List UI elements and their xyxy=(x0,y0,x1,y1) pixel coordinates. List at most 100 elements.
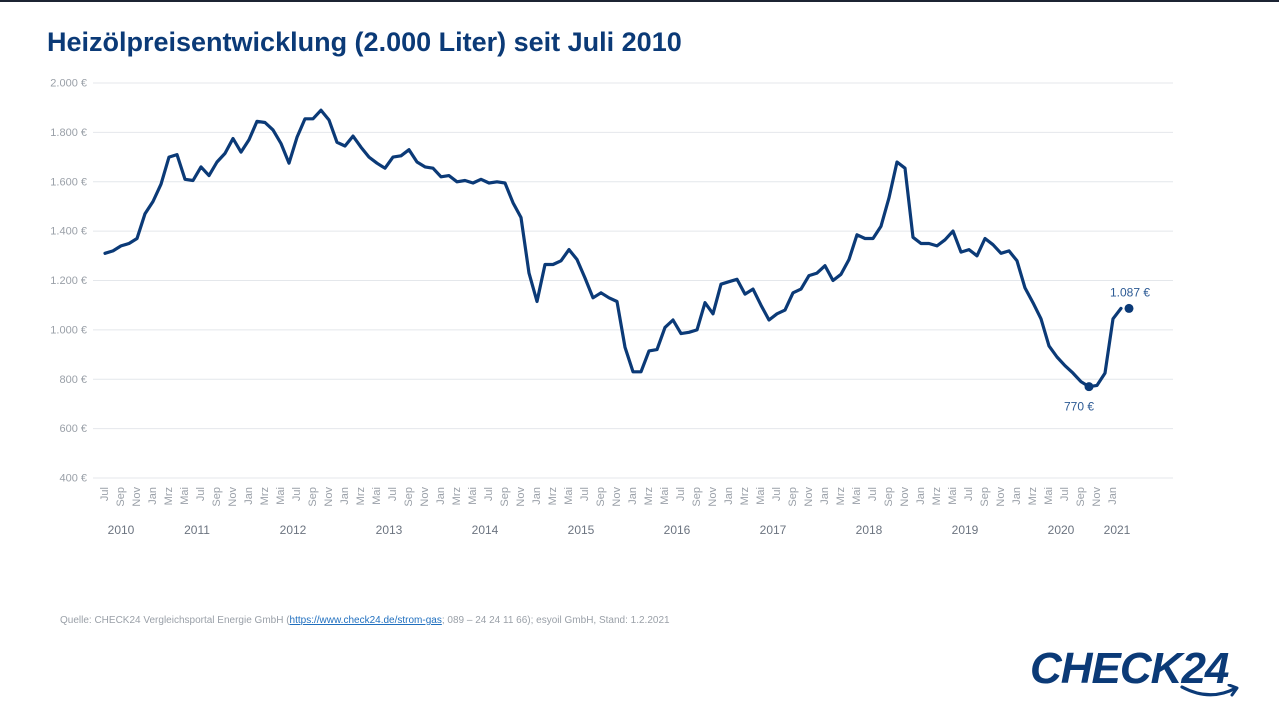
top-rule xyxy=(0,0,1279,2)
x-month-label: Jan xyxy=(819,487,831,505)
x-month-label: Jul xyxy=(771,487,783,501)
y-tick-label: 1.000 € xyxy=(50,324,87,336)
source-suffix: ; 089 – 24 24 11 66); esyoil GmbH, Stand… xyxy=(441,615,670,626)
annotation-marker xyxy=(1124,303,1134,313)
annotation-marker xyxy=(1084,382,1094,392)
x-month-label: Nov xyxy=(995,487,1007,507)
x-month-label: Jan xyxy=(627,487,639,505)
x-year-label: 2018 xyxy=(856,523,883,537)
x-month-label: Jul xyxy=(1059,487,1071,501)
x-month-label: Nov xyxy=(707,487,719,507)
y-tick-label: 1.200 € xyxy=(50,275,87,287)
x-year-label: 2017 xyxy=(760,523,787,537)
x-year-label: 2011 xyxy=(184,523,210,537)
x-month-label: Mrz xyxy=(1027,487,1039,505)
x-month-label: Sep xyxy=(787,487,799,507)
y-tick-label: 600 € xyxy=(59,423,87,435)
x-month-label: Sep xyxy=(211,487,223,507)
y-axis-tick-labels: 400 € 600 € 800 € 1.000 € 1.200 € 1.400 € 1.60… xyxy=(50,78,87,485)
annotation-label: 770 € xyxy=(1064,400,1094,414)
x-month-label: Sep xyxy=(403,487,415,507)
x-axis-year-labels: 2010 2011 2012 2013 2014 2015 2016 2017 2018 2019… xyxy=(108,523,1131,537)
x-month-label: Sep xyxy=(307,487,319,507)
y-tick-label: 1.600 € xyxy=(50,176,87,188)
x-month-label: Jan xyxy=(1107,487,1119,505)
x-year-label: 2019 xyxy=(952,523,979,537)
x-month-label: Nov xyxy=(515,487,527,507)
x-year-label: 2010 xyxy=(108,523,135,537)
x-month-label: Jan xyxy=(723,487,735,505)
x-month-label: Jul xyxy=(483,487,495,501)
x-month-label: Jan xyxy=(339,487,351,505)
grid-lines xyxy=(93,82,1173,479)
price-line-chart: 400 € 600 € 800 € 1.000 € 1.200 € 1.400 € 1.60… xyxy=(50,78,1173,537)
x-month-label: Sep xyxy=(883,487,895,507)
logo-swoosh-icon xyxy=(1180,684,1239,697)
x-month-label: Mai xyxy=(1043,487,1055,505)
x-month-label: Mai xyxy=(947,487,959,505)
x-month-label: Sep xyxy=(115,487,127,507)
x-year-label: 2020 xyxy=(1048,523,1075,537)
x-month-label: Jan xyxy=(147,487,159,505)
x-month-label: Sep xyxy=(979,487,991,507)
x-month-label: Mrz xyxy=(835,487,847,505)
x-month-label: Nov xyxy=(131,487,143,507)
x-month-label: Nov xyxy=(899,487,911,507)
x-month-label: Jan xyxy=(435,487,447,505)
x-month-label: Jul xyxy=(867,487,879,501)
x-year-label: 2014 xyxy=(472,523,499,537)
x-month-label: Mrz xyxy=(355,487,367,505)
x-month-label: Mrz xyxy=(643,487,655,505)
x-month-label: Nov xyxy=(611,487,623,507)
x-month-label: Sep xyxy=(595,487,607,507)
x-month-label: Nov xyxy=(803,487,815,507)
y-tick-label: 400 € xyxy=(59,473,87,485)
x-month-label: Jul xyxy=(387,487,399,501)
x-month-label: Jul xyxy=(291,487,303,501)
x-month-label: Sep xyxy=(691,487,703,507)
y-tick-label: 800 € xyxy=(59,374,87,386)
x-month-label: Jul xyxy=(99,487,111,501)
x-month-label: Mai xyxy=(659,487,671,505)
x-year-label: 2013 xyxy=(376,523,403,537)
y-tick-label: 1.800 € xyxy=(50,127,87,139)
x-year-label: 2016 xyxy=(664,523,691,537)
x-month-label: Mai xyxy=(755,487,767,505)
x-month-label: Jul xyxy=(963,487,975,501)
x-year-label: 2021 xyxy=(1104,523,1131,537)
source-note: Quelle: CHECK24 Vergleichsportal Energie… xyxy=(60,615,670,626)
source-link[interactable]: https://www.check24.de/strom-gas xyxy=(289,615,442,626)
x-year-label: 2015 xyxy=(568,523,595,537)
y-tick-label: 1.400 € xyxy=(50,226,87,238)
x-month-label: Nov xyxy=(323,487,335,507)
y-tick-label: 2.000 € xyxy=(50,78,87,90)
x-month-label: Jan xyxy=(243,487,255,505)
x-month-label: Mai xyxy=(563,487,575,505)
x-month-label: Jan xyxy=(531,487,543,505)
x-month-label: Nov xyxy=(419,487,431,507)
page-title: Heizölpreisentwicklung (2.000 Liter) sei… xyxy=(47,27,682,57)
x-month-label: Mrz xyxy=(547,487,559,505)
x-month-label: Jan xyxy=(915,487,927,505)
x-axis-month-labels: Jul Sep Nov Jan Mrz Mai Jul Sep Nov Jan Mrz Mai Jul S… xyxy=(99,487,1119,507)
x-month-label: Mai xyxy=(851,487,863,505)
source-prefix: Quelle: CHECK24 Vergleichsportal Energie… xyxy=(60,615,290,626)
x-month-label: Sep xyxy=(1075,487,1087,507)
x-month-label: Nov xyxy=(227,487,239,507)
x-month-label: Jul xyxy=(675,487,687,501)
x-month-label: Mai xyxy=(275,487,287,505)
x-month-label: Mai xyxy=(371,487,383,505)
x-month-label: Mrz xyxy=(739,487,751,505)
x-month-label: Mrz xyxy=(931,487,943,505)
check24-logo: CHECK24 xyxy=(1030,644,1240,704)
x-month-label: Mrz xyxy=(163,487,175,505)
x-year-label: 2012 xyxy=(280,523,307,537)
x-month-label: Mrz xyxy=(451,487,463,505)
logo-wordmark: CHECK24 xyxy=(1030,644,1229,693)
x-month-label: Jul xyxy=(195,487,207,501)
series-line-heizoelpreis xyxy=(103,108,1123,389)
annotation-label: 1.087 € xyxy=(1110,285,1150,299)
x-month-label: Jan xyxy=(1011,487,1023,505)
x-month-label: Nov xyxy=(1091,487,1103,507)
x-month-label: Jul xyxy=(579,487,591,501)
